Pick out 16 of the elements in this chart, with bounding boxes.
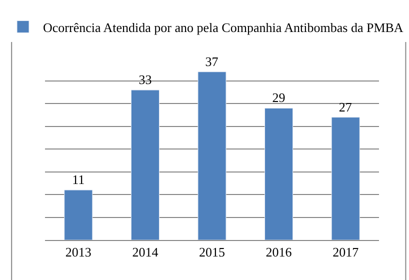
data-label: 29: [272, 90, 286, 106]
data-label: 33: [138, 72, 152, 88]
x-tick-label: 2013: [65, 244, 92, 260]
legend-label: Ocorrência Atendida por ano pela Companhia Antibombas da PMBA: [43, 20, 404, 35]
bar: [64, 190, 93, 240]
x-tick-label: 2014: [132, 244, 159, 260]
bar: [264, 108, 294, 240]
x-tick-label: 2015: [199, 244, 225, 260]
bar: [331, 117, 360, 240]
data-label: 37: [205, 54, 219, 69]
data-label: 11: [72, 172, 85, 188]
data-label: 27: [338, 99, 352, 114]
bar: [198, 72, 226, 240]
x-tick-label: 2016: [266, 244, 292, 260]
bar: [130, 90, 160, 240]
x-tick-label: 2017: [332, 244, 360, 260]
